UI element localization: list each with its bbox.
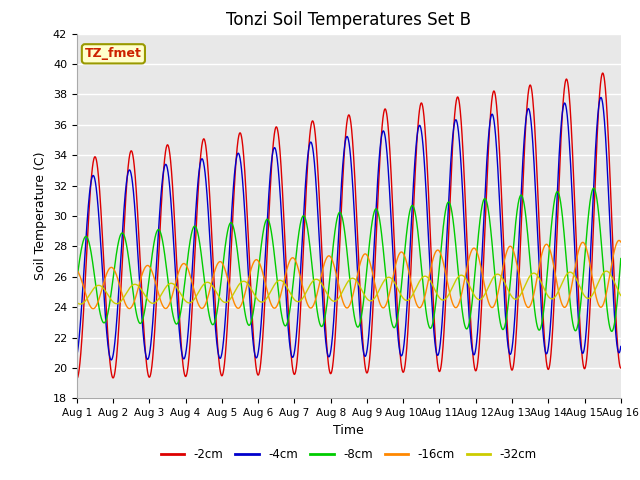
Line: -8cm: -8cm <box>77 188 621 331</box>
-8cm <box>617 256 625 262</box>
-32cm <box>617 293 625 299</box>
-2cm <box>73 376 81 382</box>
-32cm <box>73 300 81 305</box>
-16cm <box>548 253 556 259</box>
Title: Tonzi Soil Temperatures Set B: Tonzi Soil Temperatures Set B <box>227 11 471 29</box>
-16cm <box>617 239 625 245</box>
-2cm <box>305 142 313 147</box>
-4cm <box>607 234 614 240</box>
X-axis label: Time: Time <box>333 424 364 437</box>
-32cm <box>305 284 313 289</box>
-8cm <box>73 277 81 283</box>
-8cm <box>607 326 614 332</box>
-16cm <box>615 238 623 243</box>
-2cm <box>282 249 289 254</box>
-4cm <box>108 357 115 363</box>
Y-axis label: Soil Temperature (C): Soil Temperature (C) <box>35 152 47 280</box>
-32cm <box>607 272 614 277</box>
-32cm <box>168 280 175 286</box>
-16cm <box>90 306 97 312</box>
-16cm <box>607 269 614 275</box>
-16cm <box>168 296 175 301</box>
-2cm <box>599 70 607 76</box>
-8cm <box>608 328 616 334</box>
-4cm <box>135 270 143 276</box>
-8cm <box>548 222 556 228</box>
-4cm <box>282 286 289 292</box>
-2cm <box>135 233 143 239</box>
-2cm <box>607 180 614 186</box>
Legend: -2cm, -4cm, -8cm, -16cm, -32cm: -2cm, -4cm, -8cm, -16cm, -32cm <box>156 443 541 466</box>
-32cm <box>548 296 556 302</box>
-4cm <box>73 353 81 359</box>
-2cm <box>167 164 175 169</box>
Line: -4cm: -4cm <box>77 97 621 360</box>
-4cm <box>548 303 556 309</box>
-4cm <box>617 344 625 349</box>
-8cm <box>135 319 143 325</box>
-16cm <box>282 272 289 277</box>
Line: -2cm: -2cm <box>77 73 621 379</box>
-32cm <box>77 301 84 307</box>
-8cm <box>589 185 597 191</box>
-16cm <box>305 304 313 310</box>
Line: -16cm: -16cm <box>77 240 621 309</box>
-2cm <box>617 365 625 371</box>
-4cm <box>597 95 605 100</box>
-16cm <box>135 282 143 288</box>
-8cm <box>305 236 313 241</box>
-4cm <box>168 204 175 210</box>
-32cm <box>135 284 143 289</box>
-16cm <box>73 267 81 273</box>
Line: -32cm: -32cm <box>77 271 621 304</box>
Text: TZ_fmet: TZ_fmet <box>85 48 142 60</box>
-4cm <box>305 144 313 149</box>
-32cm <box>282 282 289 288</box>
-2cm <box>548 344 556 350</box>
-8cm <box>282 323 289 329</box>
-8cm <box>167 301 175 307</box>
-32cm <box>602 268 610 274</box>
